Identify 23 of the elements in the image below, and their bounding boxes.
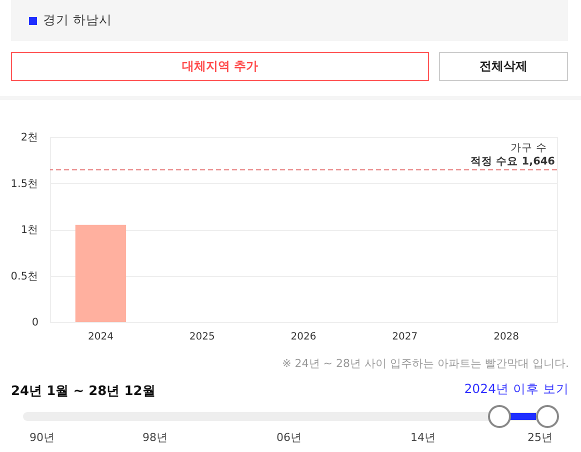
- x-tick-label: 2025: [189, 332, 215, 342]
- y-tick-label: 0: [32, 316, 38, 328]
- x-tick-label: 2028: [494, 332, 520, 342]
- y-tick-label: 0.5천: [10, 270, 38, 282]
- text: 2024년 이후 보기: [464, 381, 569, 398]
- text: 경기 하남시: [43, 12, 112, 29]
- x-tick-label: 2027: [392, 332, 418, 342]
- text: 06년: [276, 430, 302, 445]
- y-tick-label: 1천: [20, 224, 38, 236]
- text: 25년: [526, 430, 554, 445]
- text: 대체지역 추가: [11, 52, 429, 81]
- text: 90년: [28, 430, 56, 445]
- text: 14년: [410, 430, 436, 445]
- text: ※ 24년 ~ 28년 사이 입주하는 아파트는 빨간막대 입니다.: [282, 356, 569, 371]
- y-axis-title: 가구 수: [510, 142, 547, 154]
- x-tick-label: 2026: [290, 332, 316, 342]
- y-tick-label: 2천: [20, 132, 38, 144]
- text: 98년: [142, 430, 168, 445]
- text: 24년 1월 ~ 28년 12월: [11, 383, 156, 400]
- text: 전체삭제: [439, 52, 568, 81]
- y-tick-label: 1.5천: [10, 178, 38, 190]
- x-tick-label: 2024: [88, 332, 114, 342]
- ref-line-label: 적정 수요 1,646: [470, 156, 555, 168]
